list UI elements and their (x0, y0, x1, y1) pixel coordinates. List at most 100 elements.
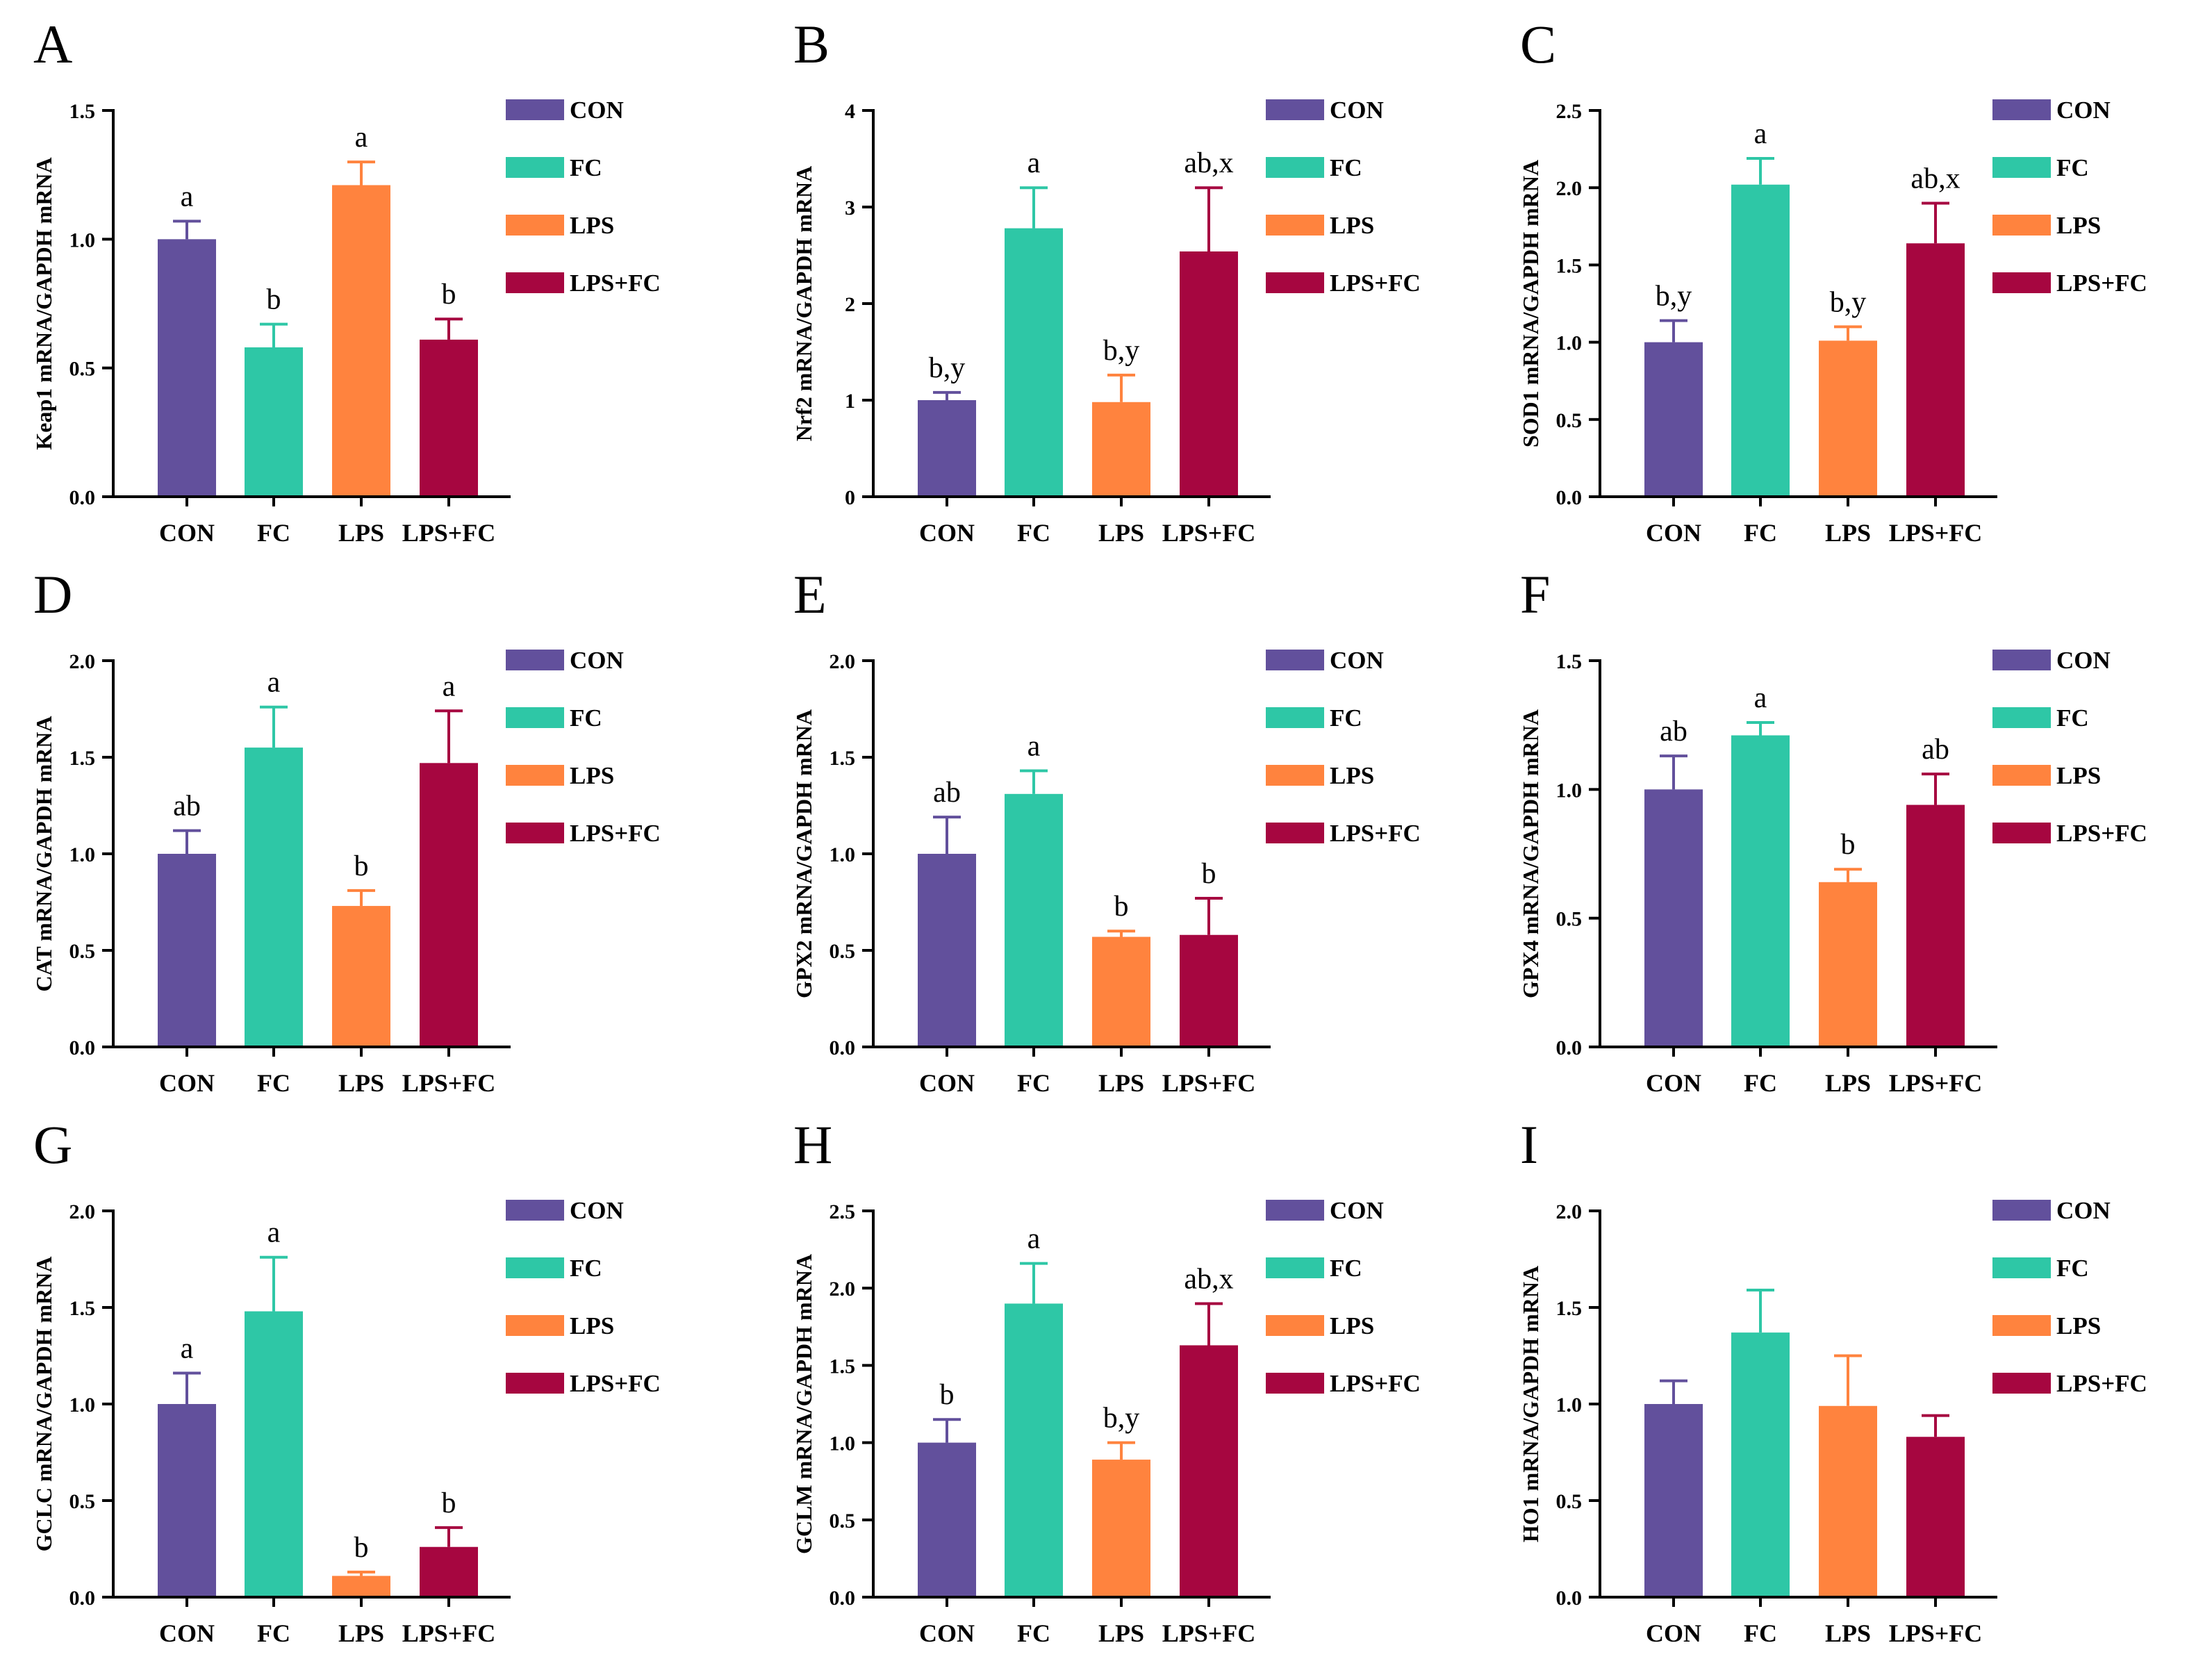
x-tick-label: LPS+FC (1162, 519, 1256, 547)
panel-letter: F (1520, 564, 1550, 625)
y-tick-label: 0.5 (1556, 908, 1583, 931)
x-tick-label: CON (159, 1069, 215, 1097)
x-tick-label: LPS (1825, 1069, 1871, 1097)
significance-label: ab,x (1184, 147, 1233, 179)
bar-lps-plus-fc (1906, 243, 1965, 497)
y-tick-label: 0.0 (69, 1037, 96, 1059)
x-tick-label: LPS (1098, 519, 1144, 547)
y-tick-label: 2.0 (69, 650, 96, 673)
legend-swatch (506, 1315, 564, 1336)
legend-label: FC (570, 1255, 602, 1282)
y-tick-label: 1.5 (1556, 254, 1583, 277)
significance-label: b (442, 279, 456, 311)
significance-label: ab (1922, 734, 1949, 766)
legend-swatch (1266, 272, 1324, 293)
x-tick-label: CON (1646, 1069, 1701, 1097)
y-tick-label: 0.5 (69, 940, 96, 963)
y-tick-label: 0.0 (69, 486, 96, 509)
y-axis-label: CAT mRNA/GAPDH mRNA (31, 716, 56, 991)
chart-panel-a: Aa CON b FC a LPS b LPS+FC 0.0 0.5 1.0 1.5 Keap1 mRN… (31, 14, 661, 547)
x-tick-label: LPS+FC (1889, 519, 1983, 547)
legend-label: CON (2056, 1197, 2111, 1224)
y-tick-label: 0.0 (830, 1587, 856, 1610)
y-tick-label: 1.5 (69, 1297, 96, 1320)
legend-label: FC (1330, 154, 1362, 181)
bar-lps (1092, 402, 1150, 497)
legend-label: LPS+FC (2056, 270, 2147, 297)
legend-label: CON (570, 647, 624, 674)
legend-swatch (1992, 1200, 2051, 1221)
legend-label: LPS (570, 762, 614, 789)
bar-fc (245, 748, 303, 1047)
y-tick-label: 1.5 (830, 747, 856, 770)
y-tick-label: 2.0 (1556, 1200, 1583, 1223)
y-tick-label: 2.0 (1556, 177, 1583, 200)
y-tick-label: 1.0 (830, 843, 856, 866)
y-tick-label: 0.5 (69, 358, 96, 381)
bar-lps (1819, 882, 1877, 1047)
legend-label: CON (1330, 1197, 1384, 1224)
legend-swatch (1992, 650, 2051, 670)
x-tick-label: LPS (338, 519, 384, 547)
legend-swatch (1992, 157, 2051, 178)
legend-swatch (506, 272, 564, 293)
legend-swatch (506, 707, 564, 728)
x-tick-label: LPS+FC (1162, 1619, 1256, 1647)
bar-lps-plus-fc (420, 339, 478, 497)
bar-con (918, 1442, 976, 1597)
y-tick-label: 1.0 (1556, 779, 1583, 802)
legend-label: LPS+FC (2056, 820, 2147, 847)
x-tick-label: FC (1744, 1069, 1777, 1097)
significance-label: ab,x (1184, 1263, 1233, 1295)
bar-lps-plus-fc (1906, 804, 1965, 1047)
significance-label: a (443, 670, 456, 702)
panel-letter: G (33, 1114, 72, 1175)
legend-swatch (1992, 707, 2051, 728)
panel-letter: D (33, 564, 72, 625)
x-tick-label: FC (1017, 519, 1050, 547)
y-tick-label: 1.0 (830, 1432, 856, 1455)
significance-label: b,y (929, 352, 966, 384)
y-tick-label: 1.0 (1556, 332, 1583, 355)
bar-fc (1005, 793, 1063, 1047)
bar-lps-plus-fc (1180, 1345, 1238, 1597)
legend-label: CON (1330, 647, 1384, 674)
x-tick-label: LPS (1098, 1619, 1144, 1647)
legend-swatch (506, 823, 564, 843)
panel-letter: B (793, 14, 830, 74)
significance-label: ab (173, 791, 201, 823)
significance-label: a (1027, 147, 1041, 179)
bar-lps-plus-fc (1906, 1437, 1965, 1597)
y-tick-label: 2.5 (830, 1200, 856, 1223)
chart-panel-d: Dab CON a FC b LPS a LPS+FC 0.0 0.5 1.0 1.5 2.0 CAT m… (31, 564, 661, 1097)
legend-label: LPS+FC (570, 820, 661, 847)
legend-swatch (1266, 650, 1324, 670)
legend-swatch (1992, 1373, 2051, 1394)
bar-con (1644, 1404, 1703, 1597)
bar-lps (332, 185, 390, 497)
significance-label: ab (1660, 716, 1687, 748)
significance-label: b,y (1830, 286, 1867, 318)
panel-letter: C (1520, 14, 1556, 74)
y-tick-label: 0.0 (830, 1037, 856, 1059)
x-tick-label: FC (1017, 1069, 1050, 1097)
bar-fc (245, 1311, 303, 1597)
y-tick-label: 0.5 (830, 1510, 856, 1533)
bar-fc (1731, 1332, 1790, 1597)
significance-label: a (181, 181, 194, 213)
significance-label: b (940, 1379, 955, 1411)
y-axis-label: GCLC mRNA/GAPDH mRNA (31, 1257, 56, 1552)
y-tick-label: 0 (845, 486, 855, 509)
legend-label: LPS+FC (2056, 1370, 2147, 1397)
y-axis-label: HO1 mRNA/GAPDH mRNA (1518, 1266, 1543, 1542)
y-tick-label: 1 (845, 390, 855, 413)
bar-lps-plus-fc (420, 763, 478, 1047)
panel-letter: I (1520, 1114, 1538, 1175)
y-tick-label: 0.5 (69, 1490, 96, 1513)
bar-fc (1005, 1303, 1063, 1597)
y-tick-label: 2.5 (1556, 100, 1583, 123)
y-axis-label: GPX2 mRNA/GAPDH mRNA (791, 709, 816, 998)
legend-label: LPS (570, 1312, 614, 1339)
x-tick-label: FC (1744, 519, 1777, 547)
